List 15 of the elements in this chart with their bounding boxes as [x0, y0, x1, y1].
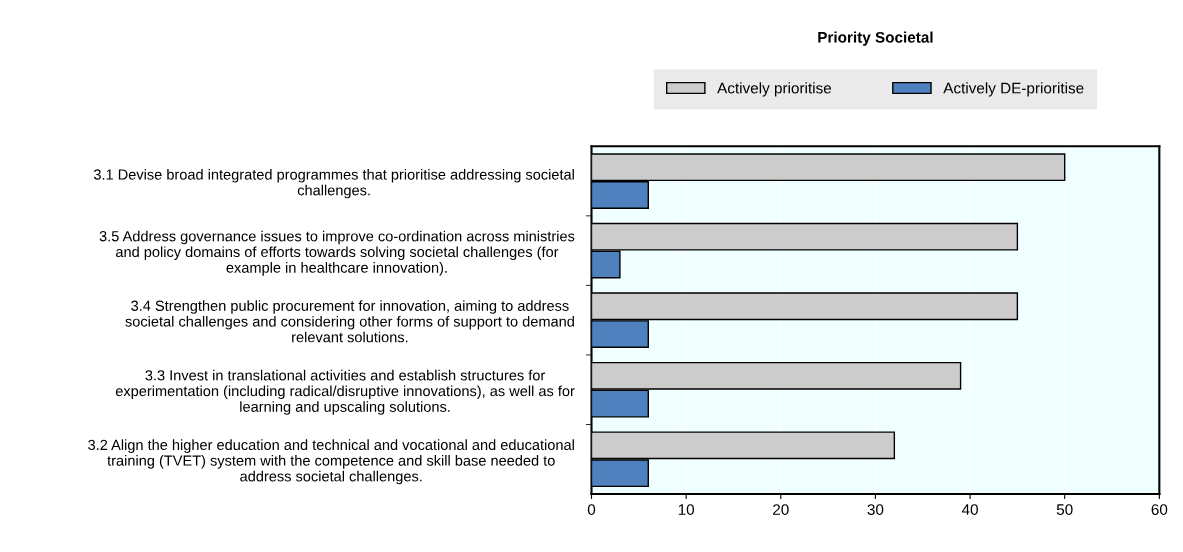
y-tick-label: 3.2 Align the higher education and technical and vocational and educational training (TVET) system with the competence and skill base needed to address societal challenges.	[88, 439, 574, 485]
chart-title: Priority Societal	[818, 31, 933, 46]
x-tick-label: 60	[1151, 504, 1168, 515]
legend-label: Actively prioritise	[717, 82, 832, 97]
y-tick-label: 3.5 Address governance issues to improve co-ordination across ministries and policy domains of efforts towards solving societal challenges (for example in healthcare innovation).	[99, 230, 575, 276]
y-tick-label: 3.4 Strengthen public procurement for innovation, aiming to address societal challenges and considering other forms of support to demand relevant solutions.	[125, 300, 574, 343]
x-tick-label: 50	[1056, 504, 1073, 515]
x-tick-label: 10	[678, 504, 695, 515]
x-tick-label: 0	[587, 504, 596, 515]
x-tick-label: 40	[961, 504, 978, 515]
y-tick-label: 3.1 Devise broad integrated programmes that prioritise addressing societal challenges.	[93, 168, 574, 199]
y-tick-label: 3.3 Invest in translational activities and establish structures for experimentation (including radical/disruptive innovations), as well as for learning and upscaling solutions.	[115, 369, 575, 415]
legend-label: Actively DE-prioritise	[943, 82, 1084, 97]
x-tick-label: 20	[773, 504, 789, 515]
x-tick-label: 30	[867, 504, 884, 515]
